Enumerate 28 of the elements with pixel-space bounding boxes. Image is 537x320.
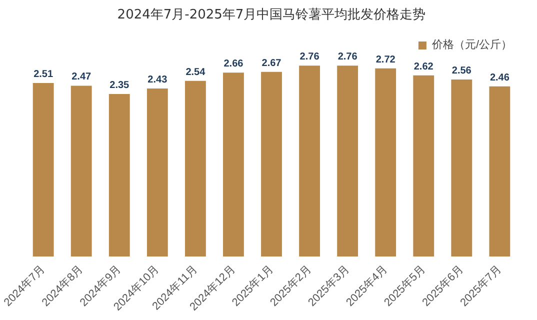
- bar: [489, 86, 510, 256]
- bar: [261, 72, 282, 256]
- bar: [32, 82, 54, 256]
- bar: [299, 66, 320, 256]
- data-label: 2.67: [262, 58, 282, 69]
- data-label: 2.62: [414, 61, 434, 72]
- data-label: 2.72: [376, 54, 396, 66]
- data-label: 2.47: [72, 72, 92, 83]
- data-label: 2.43: [148, 74, 168, 86]
- data-label: 2.51: [34, 68, 54, 80]
- bar: [451, 79, 472, 256]
- data-label: 2.66: [224, 58, 244, 70]
- bar: [146, 88, 168, 256]
- bar: [223, 72, 244, 256]
- bar: [337, 66, 358, 256]
- bar: [70, 86, 92, 256]
- data-label: 2.76: [338, 52, 358, 63]
- data-label: 2.54: [186, 66, 206, 78]
- bar: [184, 80, 206, 256]
- bar: [375, 68, 396, 256]
- data-label: 2.35: [110, 80, 130, 92]
- legend-label: 价格（元/公斤）: [432, 38, 512, 52]
- bar: [413, 75, 434, 256]
- data-label: 2.76: [300, 52, 320, 63]
- chart-title: 2024年7月-2025年7月中国马铃薯平均批发价格走势: [117, 8, 426, 22]
- data-label: 2.56: [452, 65, 472, 76]
- data-label: 2.46: [490, 72, 510, 84]
- bar: [108, 94, 130, 256]
